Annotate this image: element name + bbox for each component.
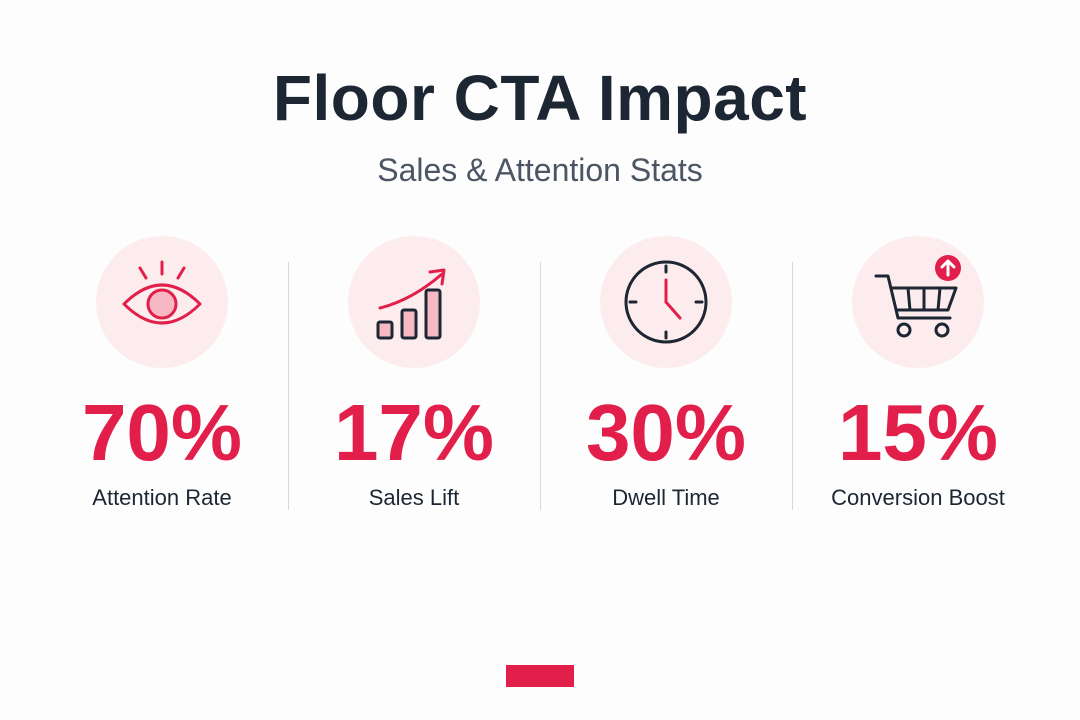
stat-conversion-boost: 15% Conversion Boost bbox=[792, 236, 1044, 516]
stat-attention-rate: 70% Attention Rate bbox=[36, 236, 288, 516]
shopping-cart-upload-icon bbox=[852, 236, 984, 368]
accent-bar bbox=[506, 665, 574, 687]
stat-dwell-time: 30% Dwell Time bbox=[540, 236, 792, 516]
header: Floor CTA Impact Sales & Attention Stats bbox=[0, 60, 1080, 190]
stat-label: Dwell Time bbox=[612, 485, 720, 510]
stat-label: Attention Rate bbox=[92, 485, 232, 510]
clock-icon bbox=[600, 236, 732, 368]
stat-label: Conversion Boost bbox=[831, 485, 1005, 510]
stat-value: 17% bbox=[333, 388, 495, 477]
stats-row: 70% Attention Rate 17% Sales Lift bbox=[36, 236, 1044, 516]
eye-icon bbox=[96, 236, 228, 368]
stat-sales-lift: 17% Sales Lift bbox=[288, 236, 540, 516]
stat-value: 15% bbox=[837, 388, 999, 477]
rising-bar-chart-icon bbox=[348, 236, 480, 368]
page-title: Floor CTA Impact bbox=[272, 62, 808, 134]
page-subtitle: Sales & Attention Stats bbox=[377, 152, 703, 188]
stat-value: 30% bbox=[585, 388, 747, 477]
stat-label: Sales Lift bbox=[368, 485, 460, 510]
stat-value: 70% bbox=[81, 388, 243, 477]
